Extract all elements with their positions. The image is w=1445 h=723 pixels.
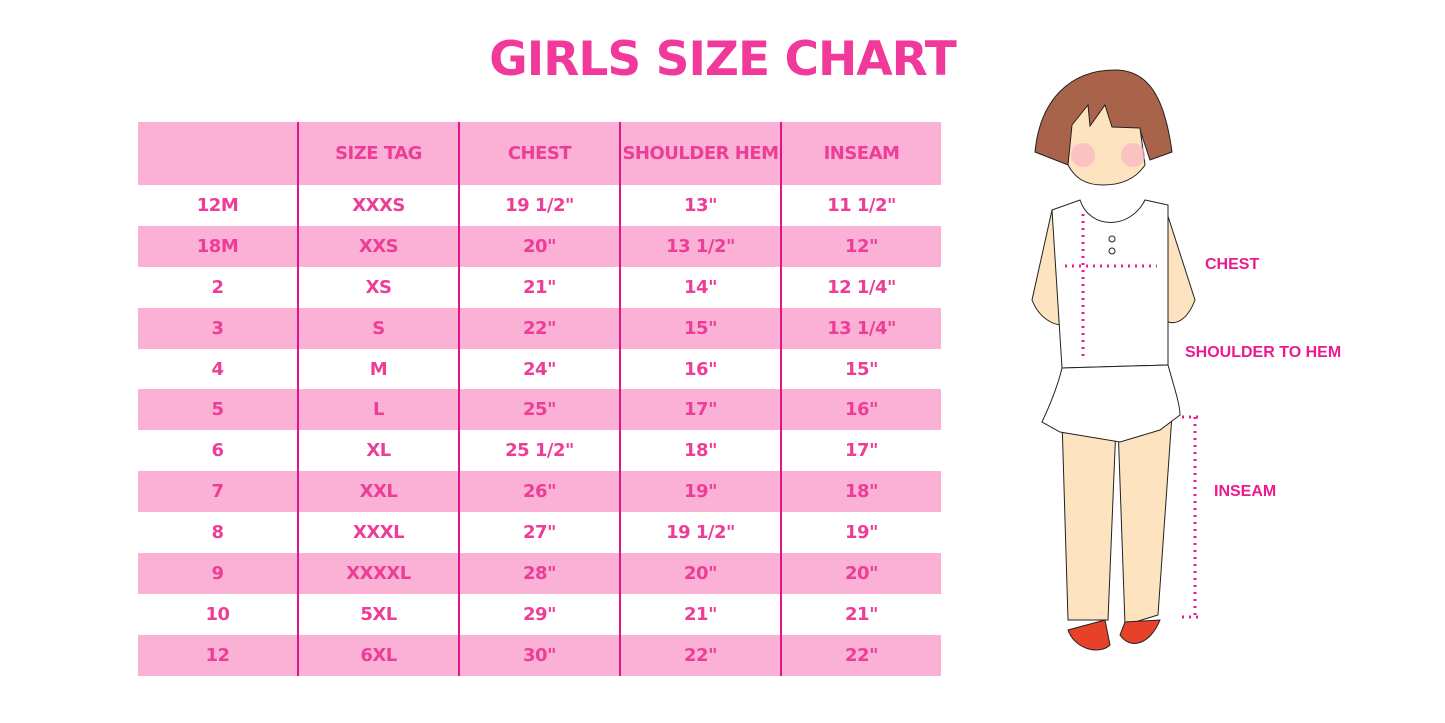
table-cell: 12 1/4": [780, 266, 941, 308]
chest-label: CHEST: [1205, 256, 1260, 273]
table-row: 4 M 24" 16" 15": [138, 348, 941, 390]
table-cell: 27": [458, 512, 620, 554]
table-cell: 12: [138, 634, 298, 676]
column-header: INSEAM: [780, 122, 941, 185]
table-cell: 14": [619, 266, 781, 308]
column-header: [138, 122, 298, 185]
table-cell: 29": [458, 593, 620, 635]
inseam-label: INSEAM: [1214, 483, 1277, 500]
table-cell: 22": [458, 307, 620, 349]
table-row: 8 XXXL 27" 19 1/2" 19": [138, 512, 941, 554]
table-cell: 16": [619, 348, 781, 390]
table-cell: 6XL: [297, 634, 459, 676]
table-cell: 17": [780, 430, 941, 472]
table-cell: XXXS: [297, 185, 459, 226]
table-cell: 20": [458, 225, 620, 267]
table-row: 6 XL 25 1/2" 18" 17": [138, 430, 941, 472]
table-cell: 22": [619, 634, 781, 676]
table-cell: 25 1/2": [458, 430, 620, 472]
legs: [1061, 414, 1173, 626]
table-row: 10 5XL 29" 21" 21": [138, 593, 941, 635]
table-row: 2 XS 21" 14" 12 1/4": [138, 266, 941, 308]
table-cell: 17": [619, 389, 781, 431]
table-header-row: SIZE TAG CHEST SHOULDER HEM INSEAM: [138, 122, 941, 185]
table-cell: 10: [205, 603, 230, 625]
column-header: CHEST: [458, 122, 620, 185]
table-cell: 28": [458, 553, 620, 594]
table-cell: 11 1/2": [780, 185, 941, 226]
table-cell: XS: [297, 266, 459, 308]
table-cell: 5XL: [297, 593, 459, 635]
table-cell: 16": [780, 389, 941, 431]
table-cell: 13 1/4": [780, 307, 941, 349]
table-row: 12 6XL 30" 22" 22": [138, 634, 941, 676]
dress-top: [1051, 199, 1169, 369]
table-cell: XXXL: [297, 512, 459, 554]
table-cell: 6: [211, 440, 224, 462]
table-cell: L: [297, 389, 459, 431]
column-header: SIZE TAG: [297, 122, 459, 185]
page-title: GIRLS SIZE CHART: [489, 32, 957, 87]
table-cell: 4: [211, 358, 224, 380]
dress-skirt: [1041, 364, 1181, 443]
table-cell: M: [297, 348, 459, 390]
table-cell: 8: [211, 522, 224, 544]
table-cell: XXXXL: [297, 553, 459, 594]
table-cell: 20": [619, 553, 781, 594]
table-cell: 30": [458, 634, 620, 676]
table-cell: 20": [780, 553, 941, 594]
table-cell: 18": [780, 471, 941, 513]
table-cell: 12M: [196, 194, 239, 216]
table-row: 18M XXS 20" 13 1/2" 12": [138, 225, 941, 267]
table-cell: 3: [138, 307, 298, 349]
table-cell: 21": [458, 266, 620, 308]
table-cell: 18M: [138, 225, 298, 267]
table-cell: 9: [138, 553, 298, 594]
shoulder-to-hem-label: SHOULDER TO HEM: [1185, 344, 1342, 361]
shoes: [1067, 619, 1161, 651]
table-cell: 22": [780, 634, 941, 676]
table-cell: 19": [780, 512, 941, 554]
table-cell: 15": [619, 307, 781, 349]
table-row: 12M XXXS 19 1/2" 13" 11 1/2": [138, 185, 941, 226]
table-row: 3 S 22" 15" 13 1/4": [138, 307, 941, 349]
table-cell: 25": [458, 389, 620, 431]
table-cell: 19 1/2": [619, 512, 781, 554]
table-cell: XXL: [297, 471, 459, 513]
table-cell: 19 1/2": [458, 185, 620, 226]
table-cell: 19": [619, 471, 781, 513]
table-cell: 5: [138, 389, 298, 431]
table-cell: 2: [211, 276, 224, 298]
table-cell: 13 1/2": [619, 225, 781, 267]
table-cell: XXS: [297, 225, 459, 267]
table-cell: 24": [458, 348, 620, 390]
table-row: 5 L 25" 17" 16": [138, 389, 941, 431]
table-row: 9 XXXXL 28" 20" 20": [138, 553, 941, 594]
table-cell: S: [297, 307, 459, 349]
table-cell: 12": [780, 225, 941, 267]
table-cell: 18": [619, 430, 781, 472]
table-cell: 15": [780, 348, 941, 390]
table-cell: 21": [780, 593, 941, 635]
column-header: SHOULDER HEM: [619, 122, 781, 185]
girl-measurement-illustration: [1031, 69, 1200, 651]
size-chart-table: SIZE TAG CHEST SHOULDER HEM INSEAM 12M XXXS 1…: [138, 122, 941, 676]
table-cell: XL: [297, 430, 459, 472]
table-row: 7 XXL 26" 19" 18": [138, 471, 941, 513]
table-cell: 21": [619, 593, 781, 635]
table-cell: 13": [619, 185, 781, 226]
table-cell: 7: [138, 471, 298, 513]
table-cell: 26": [458, 471, 620, 513]
